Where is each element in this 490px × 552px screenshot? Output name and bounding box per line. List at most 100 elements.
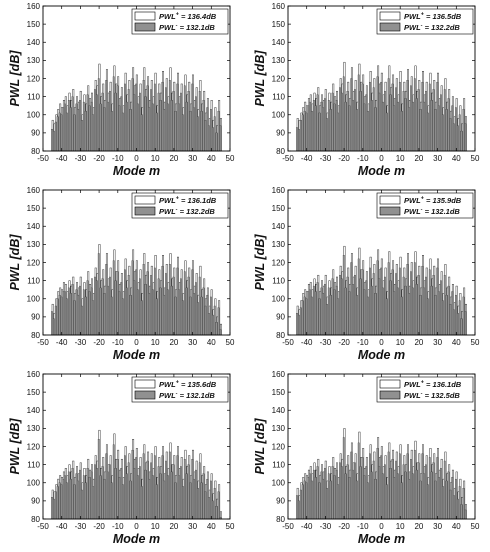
bar-pwl-minus: [329, 480, 332, 520]
bar-pwl-minus: [217, 307, 220, 336]
bar-pwl-minus: [215, 506, 218, 520]
bar-pwl-minus: [344, 473, 347, 520]
bar-pwl-minus: [438, 291, 440, 336]
bar-pwl-minus: [208, 125, 210, 152]
x-tick-label: 10: [396, 154, 405, 163]
legend-label: PWL- = 132.5dB: [404, 391, 460, 401]
bar-pwl-minus: [112, 76, 115, 152]
bar-pwl-minus: [428, 457, 431, 520]
bar-pwl-minus: [167, 475, 169, 520]
bar-pwl-minus: [210, 296, 212, 336]
x-axis-title: Mode m: [358, 164, 405, 178]
bar-pwl-minus: [155, 112, 158, 152]
bar-pwl-minus: [427, 484, 429, 520]
bar-pwl-minus: [163, 109, 166, 152]
bar-pwl-minus: [305, 482, 308, 520]
bar-pwl-minus: [56, 486, 59, 520]
bar-pwl-minus: [434, 480, 437, 520]
bar-pwl-minus: [387, 451, 390, 520]
bar-pwl-minus: [423, 287, 426, 336]
bar-pwl-minus: [64, 475, 66, 520]
bar-pwl-minus: [387, 262, 390, 336]
bar-pwl-minus: [114, 92, 117, 152]
bar-pwl-minus: [402, 464, 405, 520]
bar-pwl-minus: [67, 100, 70, 152]
bar-pwl-minus: [378, 278, 381, 336]
legend-label: PWL+ = 136.1dB: [159, 196, 217, 206]
bar-pwl-minus: [211, 314, 214, 336]
bar-pwl-minus: [127, 89, 130, 152]
bar-pwl-minus: [54, 491, 57, 520]
bar-pwl-minus: [462, 109, 465, 152]
bar-pwl-minus: [88, 105, 91, 152]
bar-pwl-minus: [208, 497, 210, 520]
bar-pwl-minus: [178, 103, 181, 152]
bar-pwl-minus: [432, 89, 435, 152]
y-tick-label: 110: [27, 92, 40, 101]
bar-pwl-minus: [376, 448, 379, 520]
y-tick-label: 100: [272, 295, 286, 304]
bar-pwl-minus: [389, 94, 392, 152]
bar-pwl-minus: [311, 480, 313, 520]
y-tick-label: 160: [27, 370, 41, 379]
bar-pwl-minus: [421, 453, 424, 520]
bar-pwl-minus: [365, 94, 368, 152]
bar-pwl-minus: [341, 278, 343, 336]
bar-pwl-minus: [408, 293, 411, 336]
bar-pwl-minus: [101, 92, 104, 152]
bar-pwl-minus: [219, 125, 222, 152]
bar-pwl-minus: [183, 271, 186, 336]
bar-pwl-minus: [84, 482, 87, 520]
bar-pwl-minus: [395, 87, 397, 152]
bar-pwl-minus: [413, 262, 416, 336]
bar-pwl-minus: [326, 304, 328, 336]
bar-pwl-minus: [170, 285, 173, 336]
bar-pwl-minus: [172, 91, 175, 152]
x-tick-label: -20: [338, 522, 350, 531]
bar-pwl-minus: [193, 107, 195, 152]
bar-pwl-minus: [410, 271, 412, 336]
x-tick-label: 20: [414, 154, 423, 163]
y-axis-title: PWL [dB]: [8, 234, 22, 291]
bar-pwl-minus: [75, 289, 78, 336]
bar-pwl-minus: [322, 107, 325, 152]
bar-pwl-minus: [361, 269, 364, 336]
bar-pwl-minus: [96, 94, 98, 152]
bar-pwl-minus: [185, 287, 188, 336]
bar-pwl-minus: [110, 296, 113, 336]
bar-pwl-minus: [94, 464, 96, 520]
y-tick-label: 140: [272, 222, 286, 231]
y-tick-label: 140: [27, 222, 41, 231]
bar-pwl-minus: [307, 105, 310, 152]
bar-pwl-minus: [82, 475, 85, 520]
bar-pwl-minus: [92, 114, 95, 152]
x-tick-label: 10: [396, 338, 405, 347]
bar-pwl-minus: [114, 280, 117, 336]
x-tick-label: -30: [320, 522, 332, 531]
bar-pwl-minus: [150, 89, 152, 152]
bar-pwl-minus: [427, 298, 429, 336]
x-tick-label: 30: [188, 522, 197, 531]
bar-pwl-minus: [62, 478, 65, 520]
bar-pwl-minus: [361, 83, 364, 152]
bar-pwl-minus: [449, 489, 452, 520]
bar-pwl-minus: [202, 473, 205, 520]
bar-pwl-minus: [73, 114, 76, 152]
bar-pwl-minus: [464, 123, 467, 152]
x-tick-label: 50: [471, 522, 480, 531]
y-tick-label: 110: [272, 92, 285, 101]
bar-pwl-minus: [354, 89, 356, 152]
bar-pwl-minus: [213, 116, 216, 152]
bar-pwl-minus: [447, 285, 450, 336]
bar-pwl-minus: [297, 500, 300, 520]
bar-pwl-minus: [355, 294, 358, 336]
bar-pwl-minus: [146, 271, 149, 336]
bar-pwl-minus: [120, 468, 123, 520]
bar-pwl-minus: [77, 294, 80, 336]
x-tick-label: 20: [414, 522, 423, 531]
x-tick-label: -10: [112, 338, 124, 347]
bar-pwl-minus: [215, 322, 218, 336]
bar-pwl-minus: [410, 85, 412, 152]
